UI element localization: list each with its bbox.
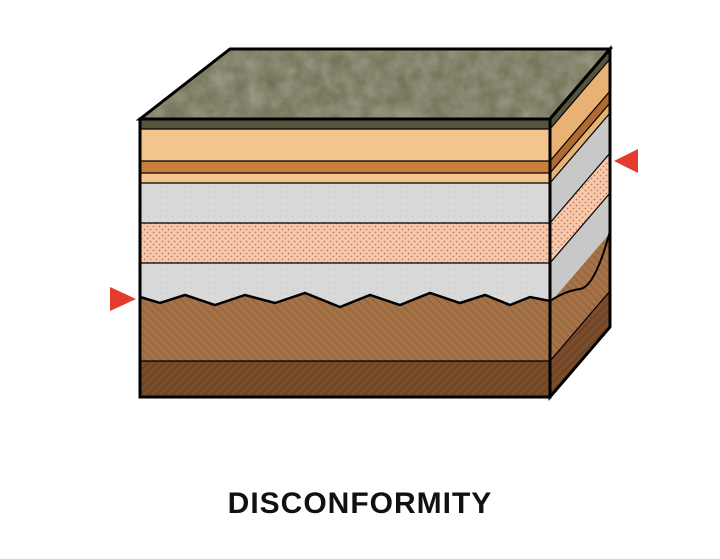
disconformity-diagram [80, 39, 640, 459]
layer-tan-upper [140, 129, 550, 161]
layer-gray-1 [140, 183, 550, 223]
arrow-right [614, 149, 638, 173]
arrow-left [110, 287, 136, 311]
caption-text: DISCONFORMITY [228, 487, 493, 521]
layer-brown-dark [140, 361, 550, 397]
front-face [140, 119, 550, 397]
layer-tan-thin [140, 173, 550, 183]
top-surface [140, 49, 610, 119]
geologic-block-svg [80, 39, 640, 459]
layer-pink-dotted [140, 223, 550, 263]
layer-dark-tan-thin [140, 161, 550, 173]
